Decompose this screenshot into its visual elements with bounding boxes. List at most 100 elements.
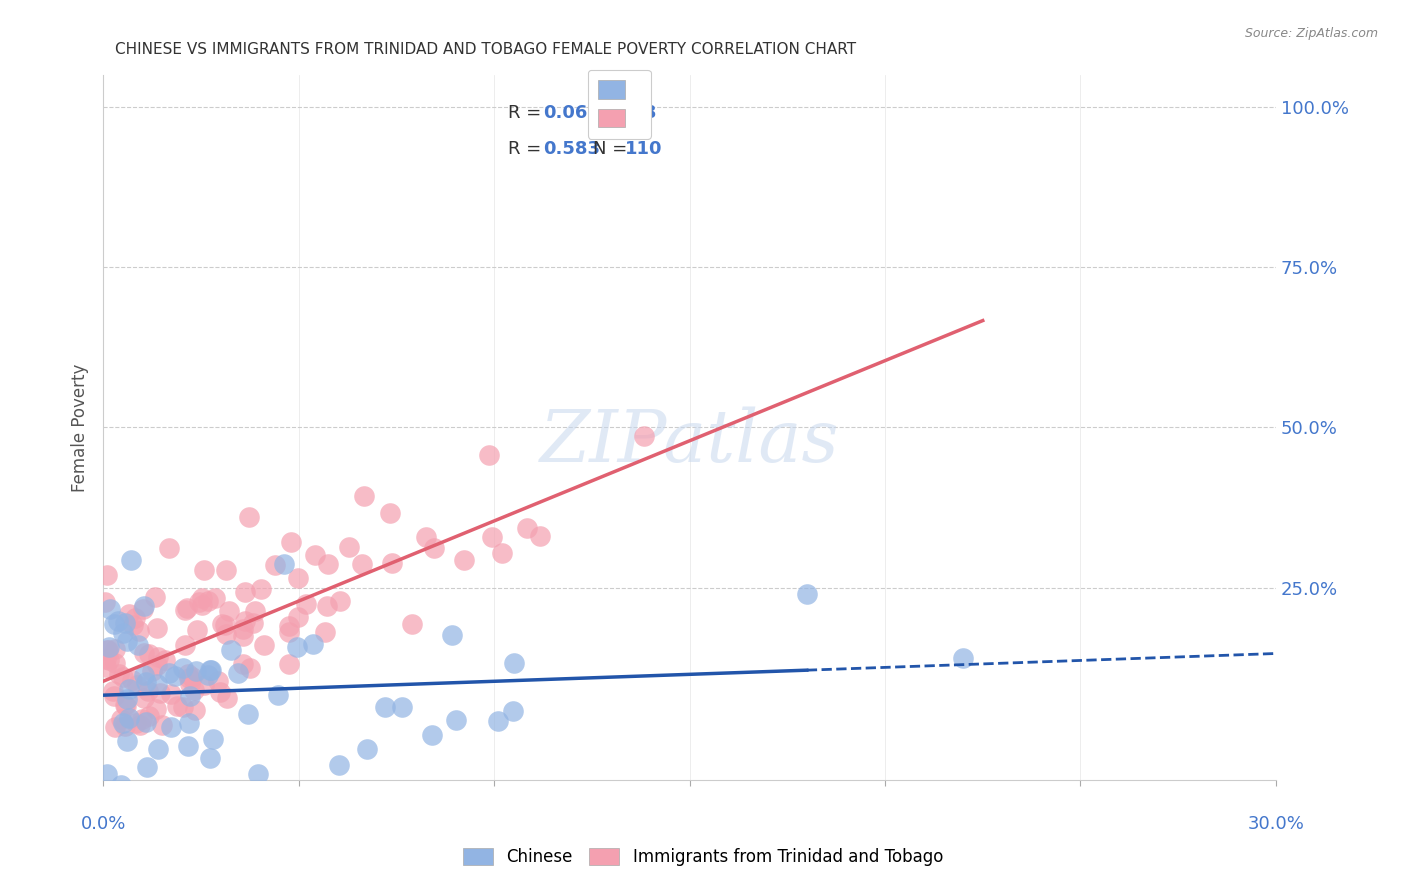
- Point: [141, 665, 163, 679]
- Point: [184, 664, 207, 678]
- Point: [135, 714, 157, 729]
- Text: Source: ZipAtlas.com: Source: ZipAtlas.com: [1244, 27, 1378, 40]
- Point: [478, 448, 501, 462]
- Point: [211, 616, 233, 631]
- Point: [796, 587, 818, 601]
- Point: [132, 690, 155, 705]
- Text: N =: N =: [593, 140, 633, 158]
- Point: [356, 741, 378, 756]
- Point: [104, 641, 127, 656]
- Point: [481, 530, 503, 544]
- Point: [295, 597, 318, 611]
- Text: 58: 58: [626, 104, 657, 122]
- Point: [184, 703, 207, 717]
- Point: [115, 634, 138, 648]
- Point: [96, 643, 118, 657]
- Point: [401, 617, 423, 632]
- Point: [172, 699, 194, 714]
- Point: [146, 621, 169, 635]
- Point: [108, 666, 131, 681]
- Point: [280, 535, 302, 549]
- Point: [132, 601, 155, 615]
- Point: [148, 649, 170, 664]
- Point: [287, 571, 309, 585]
- Point: [179, 715, 201, 730]
- Point: [329, 593, 352, 607]
- Point: [186, 623, 208, 637]
- Point: [166, 699, 188, 714]
- Text: ZIPatlas: ZIPatlas: [540, 406, 839, 476]
- Point: [423, 541, 446, 556]
- Point: [157, 541, 180, 556]
- Point: [153, 653, 176, 667]
- Point: [160, 720, 183, 734]
- Point: [127, 638, 149, 652]
- Point: [174, 638, 197, 652]
- Point: [440, 628, 463, 642]
- Point: [179, 690, 201, 704]
- Point: [98, 653, 121, 667]
- Point: [121, 673, 143, 687]
- Point: [328, 758, 350, 772]
- Point: [132, 646, 155, 660]
- Point: [104, 791, 127, 805]
- Point: [131, 712, 153, 726]
- Point: [529, 529, 551, 543]
- Point: [100, 792, 122, 806]
- Point: [516, 521, 538, 535]
- Point: [267, 688, 290, 702]
- Point: [415, 530, 437, 544]
- Point: [176, 601, 198, 615]
- Point: [177, 739, 200, 753]
- Point: [110, 712, 132, 726]
- Text: R =: R =: [508, 140, 547, 158]
- Legend: , : ,: [588, 70, 651, 139]
- Point: [179, 677, 201, 691]
- Point: [146, 742, 169, 756]
- Point: [200, 751, 222, 765]
- Point: [118, 711, 141, 725]
- Point: [111, 626, 134, 640]
- Point: [633, 429, 655, 443]
- Point: [502, 705, 524, 719]
- Point: [125, 678, 148, 692]
- Point: [287, 609, 309, 624]
- Point: [232, 657, 254, 671]
- Point: [114, 616, 136, 631]
- Point: [145, 591, 167, 605]
- Point: [191, 591, 214, 606]
- Point: [136, 684, 159, 698]
- Point: [420, 728, 443, 742]
- Point: [301, 637, 323, 651]
- Point: [115, 691, 138, 706]
- Point: [232, 629, 254, 643]
- Point: [488, 714, 510, 729]
- Point: [378, 506, 401, 520]
- Point: [104, 720, 127, 734]
- Point: [177, 667, 200, 681]
- Point: [97, 643, 120, 657]
- Point: [181, 670, 204, 684]
- Point: [183, 682, 205, 697]
- Point: [215, 626, 238, 640]
- Point: [115, 734, 138, 748]
- Point: [96, 567, 118, 582]
- Point: [207, 673, 229, 688]
- Point: [129, 718, 152, 732]
- Point: [198, 663, 221, 677]
- Point: [236, 707, 259, 722]
- Point: [238, 509, 260, 524]
- Point: [215, 563, 238, 577]
- Point: [278, 657, 301, 671]
- Point: [110, 778, 132, 792]
- Point: [350, 557, 373, 571]
- Point: [138, 647, 160, 661]
- Point: [219, 642, 242, 657]
- Text: N =: N =: [593, 104, 633, 122]
- Point: [233, 614, 256, 628]
- Point: [381, 556, 404, 570]
- Point: [374, 700, 396, 714]
- Point: [337, 541, 360, 555]
- Point: [135, 675, 157, 690]
- Point: [242, 616, 264, 631]
